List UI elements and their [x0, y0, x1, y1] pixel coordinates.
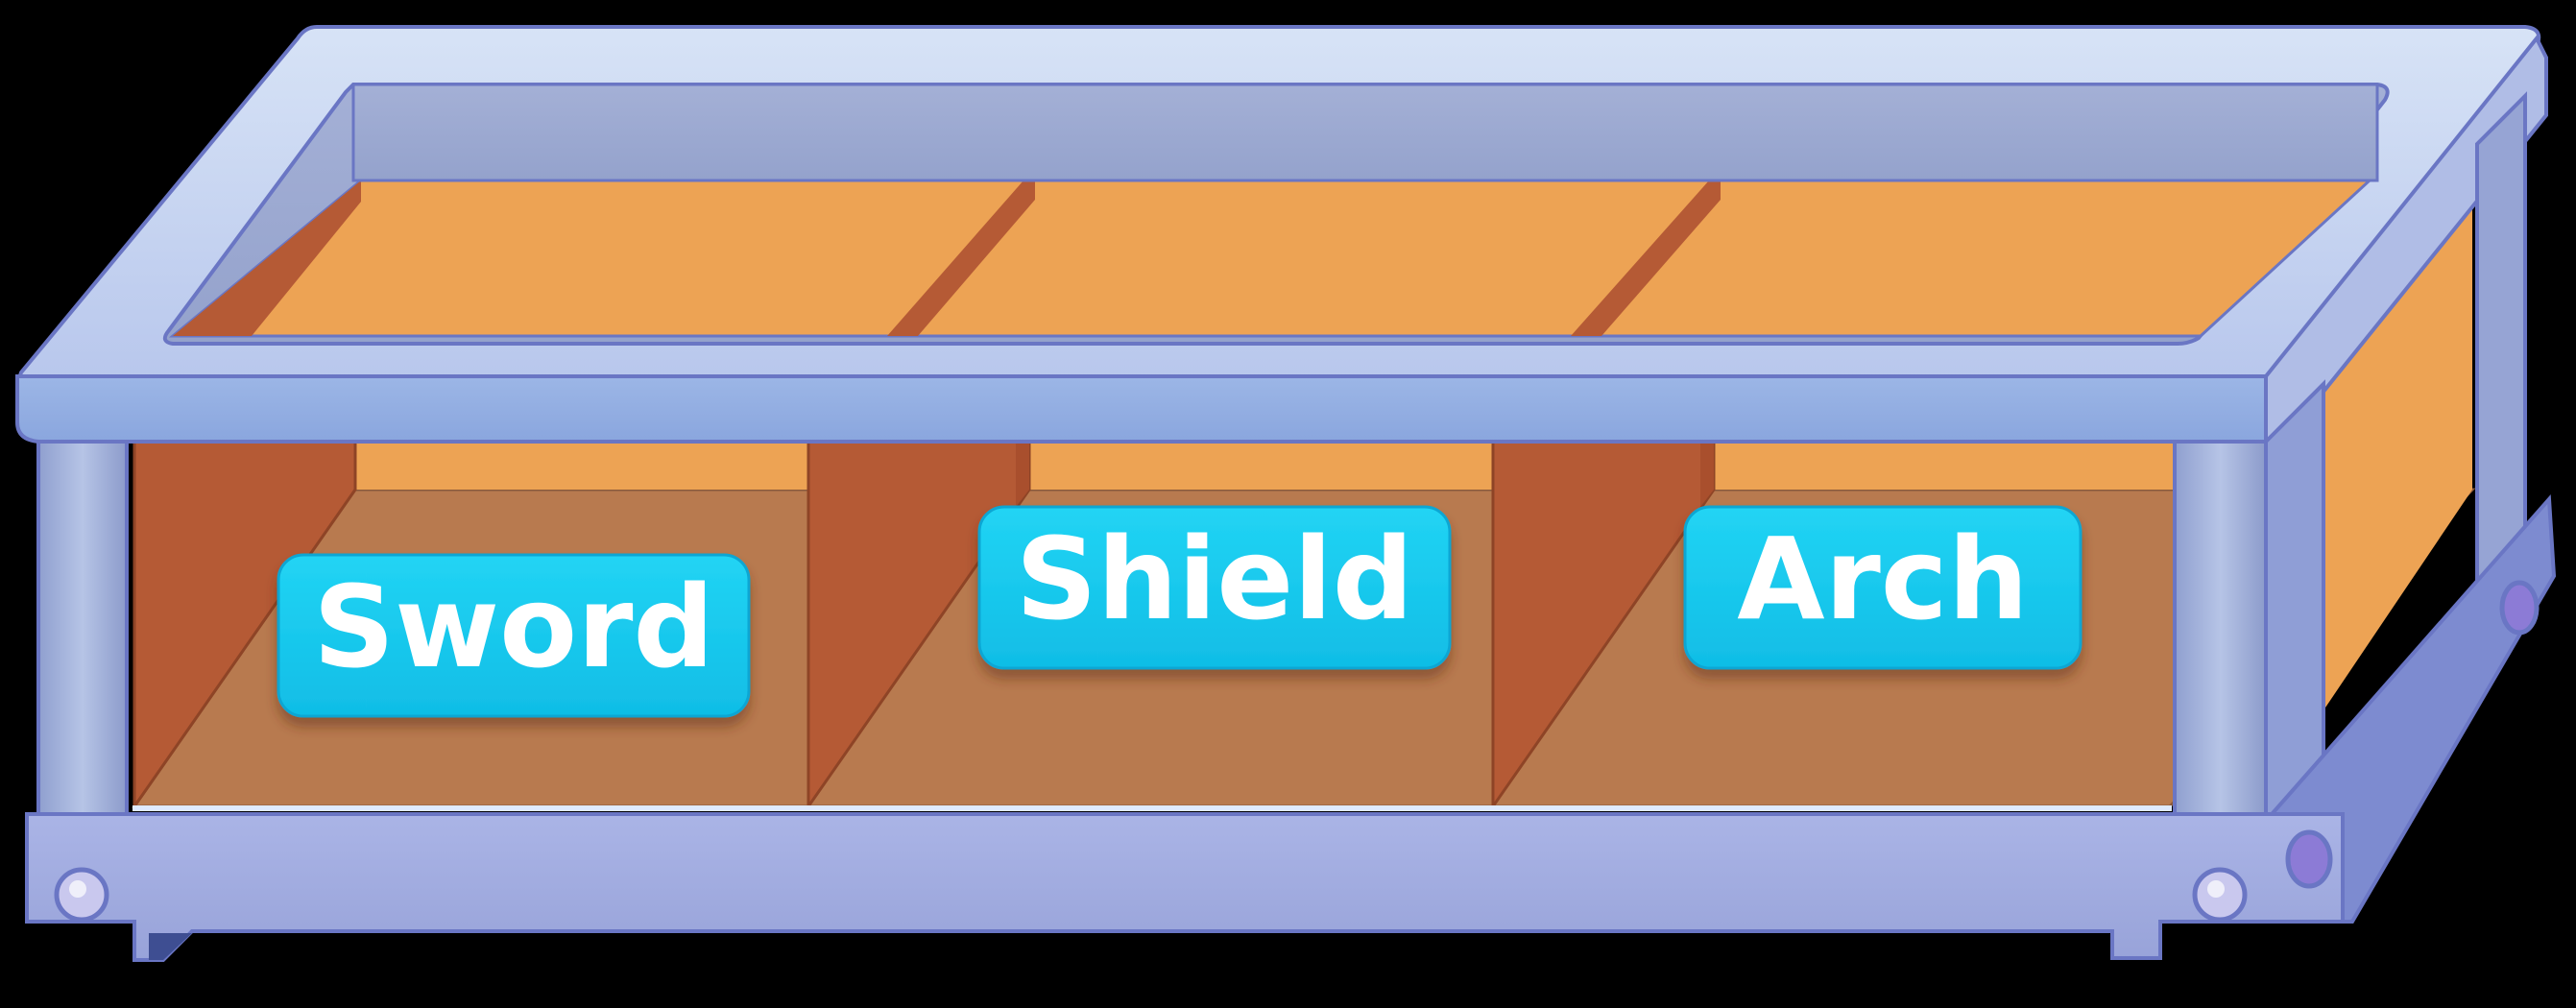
- slot-label-arch-bg: [1683, 505, 2082, 670]
- top-opening: [168, 179, 2373, 338]
- base-foot-left: [149, 933, 192, 960]
- shelf-posts: [36, 91, 2527, 830]
- shelf-base: [25, 494, 2557, 962]
- slot-label-sword[interactable]: Sword: [277, 553, 751, 718]
- top-opening-left-wall: [173, 180, 361, 336]
- slot-label-sword-text: Sword: [313, 561, 714, 693]
- slot-label-shield-bg: [977, 505, 1452, 670]
- top-opening-divider-1: [887, 180, 1035, 336]
- shelf-top-frame: [15, 25, 2548, 444]
- top-rim-front: [15, 374, 2268, 444]
- post-right-side: [2264, 379, 2325, 830]
- post-front-right: [2173, 440, 2268, 828]
- slot-label-arch-text: Arch: [1737, 513, 2028, 645]
- post-front-left: [36, 440, 129, 828]
- slot-label-arch[interactable]: Arch: [1683, 505, 2082, 670]
- base-front: [25, 812, 2345, 962]
- bolt-side-back: [2499, 580, 2540, 636]
- slot-label-sword-bg: [277, 553, 751, 718]
- slot-label-shield[interactable]: Shield: [977, 505, 1452, 670]
- bolt-side-front: [2285, 829, 2333, 889]
- top-inner-band: [351, 83, 2379, 182]
- top-opening-divider-2: [1571, 180, 1721, 336]
- slot-label-shield-text: Shield: [1016, 513, 1413, 645]
